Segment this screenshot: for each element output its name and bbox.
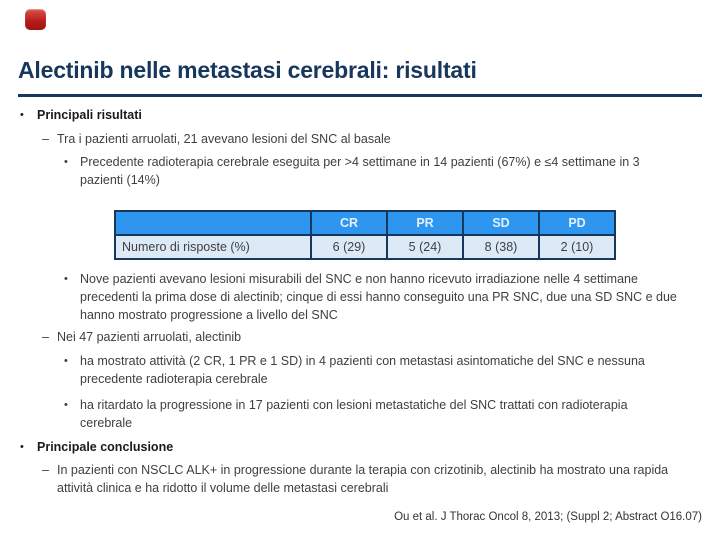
bullet-ha-ritardato-progressione: • ha ritardato la progressione in 17 paz… bbox=[0, 396, 720, 432]
bullet-ha-mostrato-attivita: • ha mostrato attività (2 CR, 1 PR e 1 S… bbox=[0, 352, 720, 388]
bullet-dot-icon: • bbox=[64, 156, 68, 168]
table-header-pr: PR bbox=[386, 210, 464, 236]
bullet-principali-risultati: • Principali risultati bbox=[0, 106, 720, 124]
bullet-text: Nove pazienti avevano lesioni misurabili… bbox=[80, 272, 677, 322]
bullet-dot-icon: • bbox=[64, 355, 68, 367]
bullet-dot-icon: • bbox=[20, 441, 24, 453]
bullet-principale-conclusione: • Principale conclusione bbox=[0, 438, 720, 456]
table-value-pr: 5 (24) bbox=[386, 234, 464, 260]
table-corner-cell bbox=[114, 210, 312, 236]
citation: Ou et al. J Thorac Oncol 8, 2013; (Suppl… bbox=[394, 511, 702, 523]
bullet-dot-icon: • bbox=[20, 109, 24, 121]
bullet-dot-icon: • bbox=[64, 273, 68, 285]
bullet-text: Precedente radioterapia cerebrale esegui… bbox=[80, 155, 640, 187]
table-header-row: CR PR SD PD bbox=[114, 210, 616, 236]
title-underline bbox=[18, 94, 702, 97]
table-value-pd: 2 (10) bbox=[538, 234, 616, 260]
bullet-text: Nei 47 pazienti arruolati, alectinib bbox=[57, 330, 242, 344]
table-value-cr: 6 (29) bbox=[310, 234, 388, 260]
bullet-text: Principale conclusione bbox=[37, 440, 174, 454]
bullet-text: Tra i pazienti arruolati, 21 avevano les… bbox=[57, 132, 391, 146]
bullet-dash-icon: – bbox=[42, 463, 49, 477]
bullet-dot-icon: • bbox=[64, 399, 68, 411]
bullet-text: In pazienti con NSCLC ALK+ in progressio… bbox=[57, 463, 669, 495]
response-table: CR PR SD PD Numero di risposte (%) 6 (29… bbox=[114, 210, 616, 260]
slide-title: Alectinib nelle metastasi cerebrali: ris… bbox=[18, 57, 477, 83]
bullet-text: ha mostrato attività (2 CR, 1 PR e 1 SD)… bbox=[80, 354, 645, 386]
bullet-nei-47-pazienti: – Nei 47 pazienti arruolati, alectinib bbox=[0, 328, 720, 346]
bullet-dash-icon: – bbox=[42, 132, 49, 146]
table-header-pd: PD bbox=[538, 210, 616, 236]
bullet-text: ha ritardato la progressione in 17 pazie… bbox=[80, 398, 628, 430]
bullet-conclusione-testo: – In pazienti con NSCLC ALK+ in progress… bbox=[0, 461, 720, 497]
table-row: Numero di risposte (%) 6 (29) 5 (24) 8 (… bbox=[114, 234, 616, 260]
table-row-label: Numero di risposte (%) bbox=[114, 234, 312, 260]
table-header-sd: SD bbox=[462, 210, 540, 236]
bullet-pazienti-arruolati: – Tra i pazienti arruolati, 21 avevano l… bbox=[0, 130, 720, 148]
bullet-dash-icon: – bbox=[42, 330, 49, 344]
red-corner-badge bbox=[25, 9, 46, 30]
table-header-cr: CR bbox=[310, 210, 388, 236]
bullet-text: Principali risultati bbox=[37, 108, 142, 122]
bullet-nove-pazienti: • Nove pazienti avevano lesioni misurabi… bbox=[0, 270, 720, 324]
table-value-sd: 8 (38) bbox=[462, 234, 540, 260]
bullet-precedente-radioterapia: • Precedente radioterapia cerebrale eseg… bbox=[0, 153, 720, 189]
